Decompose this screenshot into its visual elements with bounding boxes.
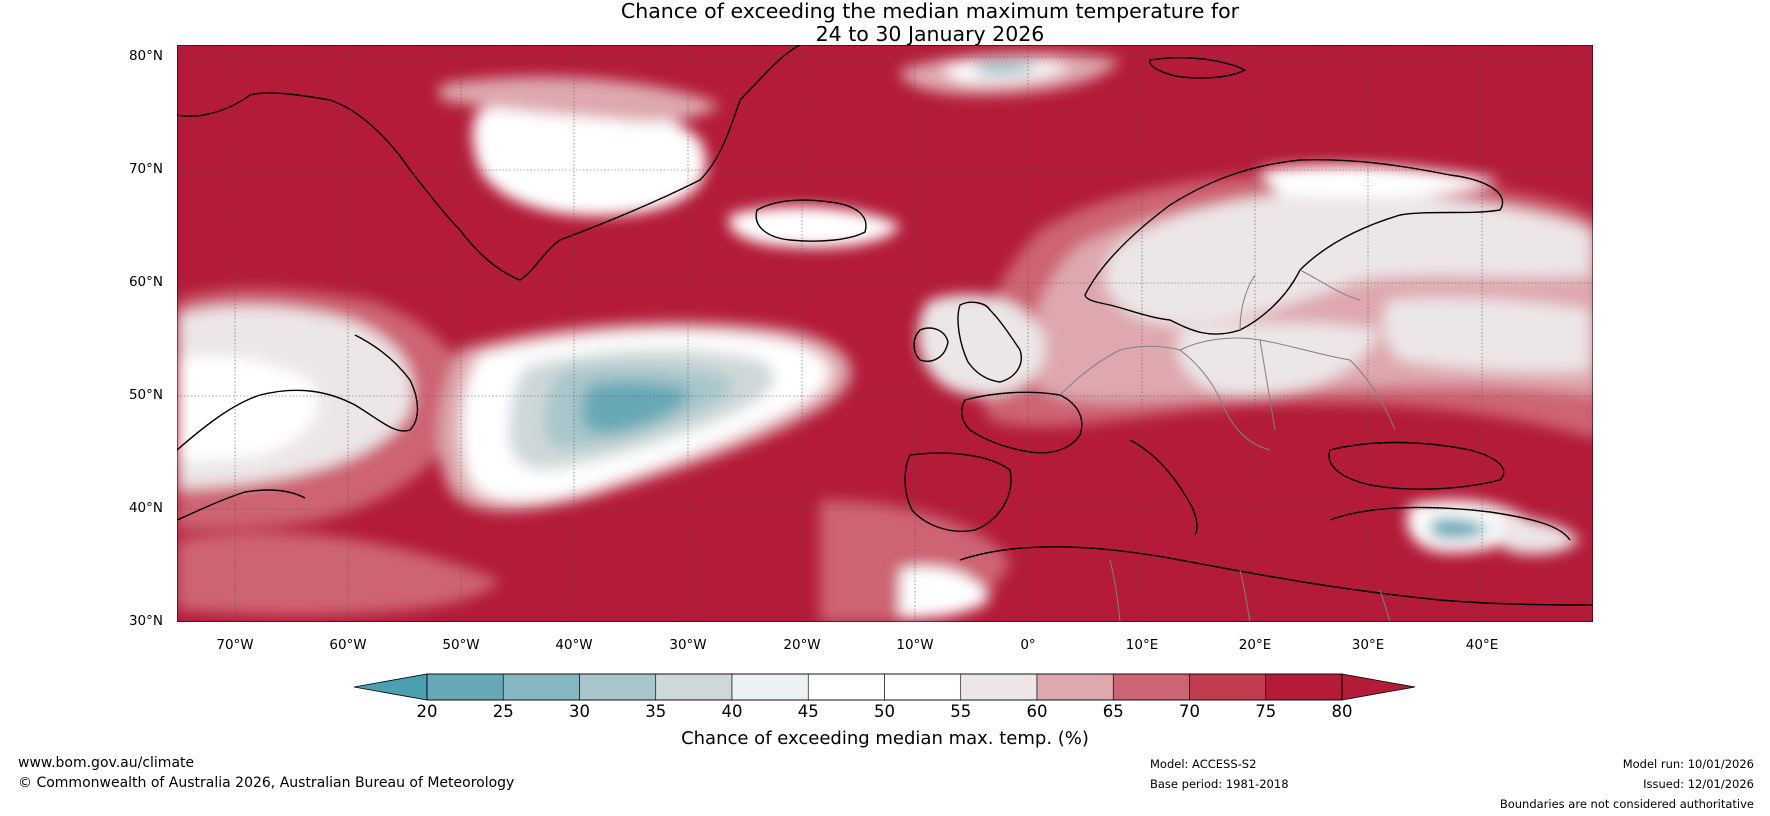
country-borders bbox=[1059, 269, 1396, 622]
lon-label-20e: 20°E bbox=[1238, 637, 1272, 653]
colorbar-extend-high bbox=[1341, 673, 1416, 701]
colorbar-cell bbox=[1265, 673, 1343, 701]
colorbar-tick-label: 65 bbox=[1102, 702, 1124, 721]
colorbar-cell bbox=[884, 673, 962, 701]
lon-label-0: 0° bbox=[1020, 637, 1036, 653]
coastlines bbox=[177, 45, 1593, 606]
footer-copyright: © Commonwealth of Australia 2026, Austra… bbox=[18, 775, 515, 791]
lon-label-30w: 30°W bbox=[669, 637, 707, 653]
lat-label-70n: 70°N bbox=[128, 161, 163, 177]
colorbar-label: Chance of exceeding median max. temp. (%… bbox=[681, 728, 1089, 749]
coast-italy bbox=[1129, 439, 1198, 536]
colorbar-cell bbox=[807, 673, 885, 701]
colorbar-cell bbox=[1112, 673, 1190, 701]
coast-black-sea bbox=[1328, 441, 1505, 490]
colorbar-tick-label: 45 bbox=[797, 702, 819, 721]
colorbar bbox=[353, 673, 1416, 701]
colorbar-extend-low bbox=[353, 673, 428, 701]
footer-website: www.bom.gov.au/climate bbox=[18, 755, 195, 771]
contour-25-turkey bbox=[1430, 518, 1490, 540]
colorbar-cell bbox=[1189, 673, 1267, 701]
colorbar-tick-label: 75 bbox=[1255, 702, 1277, 721]
lat-label-50n: 50°N bbox=[128, 387, 163, 403]
contour-30-svalbard-west bbox=[975, 62, 1040, 75]
coast-north-africa bbox=[959, 546, 1593, 606]
map-panel bbox=[177, 45, 1593, 622]
colorbar-cell bbox=[655, 673, 733, 701]
footer-disclaimer: Boundaries are not considered authoritat… bbox=[1499, 797, 1754, 811]
coast-great-britain bbox=[957, 301, 1022, 383]
lon-label-20w: 20°W bbox=[783, 637, 821, 653]
coast-iberia bbox=[904, 452, 1012, 532]
lat-label-30n: 30°N bbox=[128, 613, 163, 629]
coast-ireland bbox=[913, 327, 949, 362]
title-line-2: 24 to 30 January 2026 bbox=[815, 22, 1045, 46]
contour-55-sahara bbox=[900, 566, 990, 619]
coast-turkey bbox=[1329, 506, 1571, 541]
colorbar-tick-label: 30 bbox=[569, 702, 590, 721]
colorbar-tick-label: 35 bbox=[645, 702, 667, 721]
title-line-1: Chance of exceeding the median maximum t… bbox=[620, 0, 1240, 23]
contour-60-caucasus bbox=[1495, 518, 1580, 555]
contour-70-subtropical bbox=[177, 532, 500, 615]
coast-us-east bbox=[177, 489, 306, 521]
colorbar-tick-label: 40 bbox=[721, 702, 743, 721]
contour-60-russia bbox=[1383, 298, 1590, 372]
lon-label-40e: 40°E bbox=[1465, 637, 1499, 653]
lon-label-10e: 10°E bbox=[1125, 637, 1159, 653]
coast-iceland bbox=[755, 199, 867, 242]
colorbar-tick-label: 55 bbox=[950, 702, 972, 721]
colorbar-cell bbox=[502, 673, 580, 701]
lon-label-40w: 40°W bbox=[555, 637, 593, 653]
probability-field bbox=[177, 52, 1593, 622]
lat-label-60n: 60°N bbox=[128, 274, 163, 290]
contour-60-scandinavia bbox=[1105, 191, 1590, 326]
lon-label-70w: 70°W bbox=[216, 637, 254, 653]
lon-label-10w: 10°W bbox=[896, 637, 934, 653]
colorbar-cell bbox=[731, 673, 809, 701]
coast-scandinavia bbox=[1084, 158, 1504, 335]
contour-55-denmark-strait bbox=[472, 100, 707, 216]
graticule bbox=[177, 45, 1593, 622]
coast-svalbard bbox=[1149, 56, 1246, 79]
chart-title: Chance of exceeding the median maximum t… bbox=[0, 0, 1770, 46]
colorbar-cell bbox=[1036, 673, 1114, 701]
contour-60-british-isles bbox=[917, 294, 1046, 396]
lat-label-40n: 40°N bbox=[128, 500, 163, 516]
coast-greenland bbox=[177, 45, 801, 281]
colorbar-tick-label: 20 bbox=[416, 702, 438, 721]
colorbar-tick-label: 80 bbox=[1331, 702, 1353, 721]
contour-25-atlantic bbox=[581, 381, 690, 434]
footer-base-period: Base period: 1981-2018 bbox=[1150, 777, 1289, 791]
footer-model-run: Model run: 10/01/2026 bbox=[1622, 757, 1754, 771]
lon-label-30e: 30°E bbox=[1351, 637, 1385, 653]
contour-65-greenland-sea bbox=[440, 76, 720, 122]
coast-france bbox=[961, 391, 1083, 454]
colorbar-tick-label: 25 bbox=[492, 702, 514, 721]
contour-55-iceland bbox=[729, 206, 900, 248]
colorbar-cell bbox=[960, 673, 1038, 701]
colorbar-cell bbox=[579, 673, 657, 701]
colorbar-cells bbox=[426, 673, 1343, 701]
colorbar-cell bbox=[426, 673, 504, 701]
coast-north-america bbox=[177, 334, 419, 451]
footer-issued: Issued: 12/01/2026 bbox=[1643, 777, 1754, 791]
lat-label-80n: 80°N bbox=[128, 48, 163, 64]
contour-55-labrador bbox=[177, 356, 318, 462]
footer-model: Model: ACCESS-S2 bbox=[1150, 757, 1257, 771]
colorbar-tick-label: 60 bbox=[1026, 702, 1048, 721]
colorbar-tick-label: 50 bbox=[874, 702, 895, 721]
lon-label-60w: 60°W bbox=[329, 637, 367, 653]
colorbar-tick-label: 70 bbox=[1179, 702, 1200, 721]
lon-label-50w: 50°W bbox=[442, 637, 480, 653]
colorbar-frame bbox=[426, 673, 1343, 701]
contour-60-central-europe bbox=[1177, 322, 1380, 396]
